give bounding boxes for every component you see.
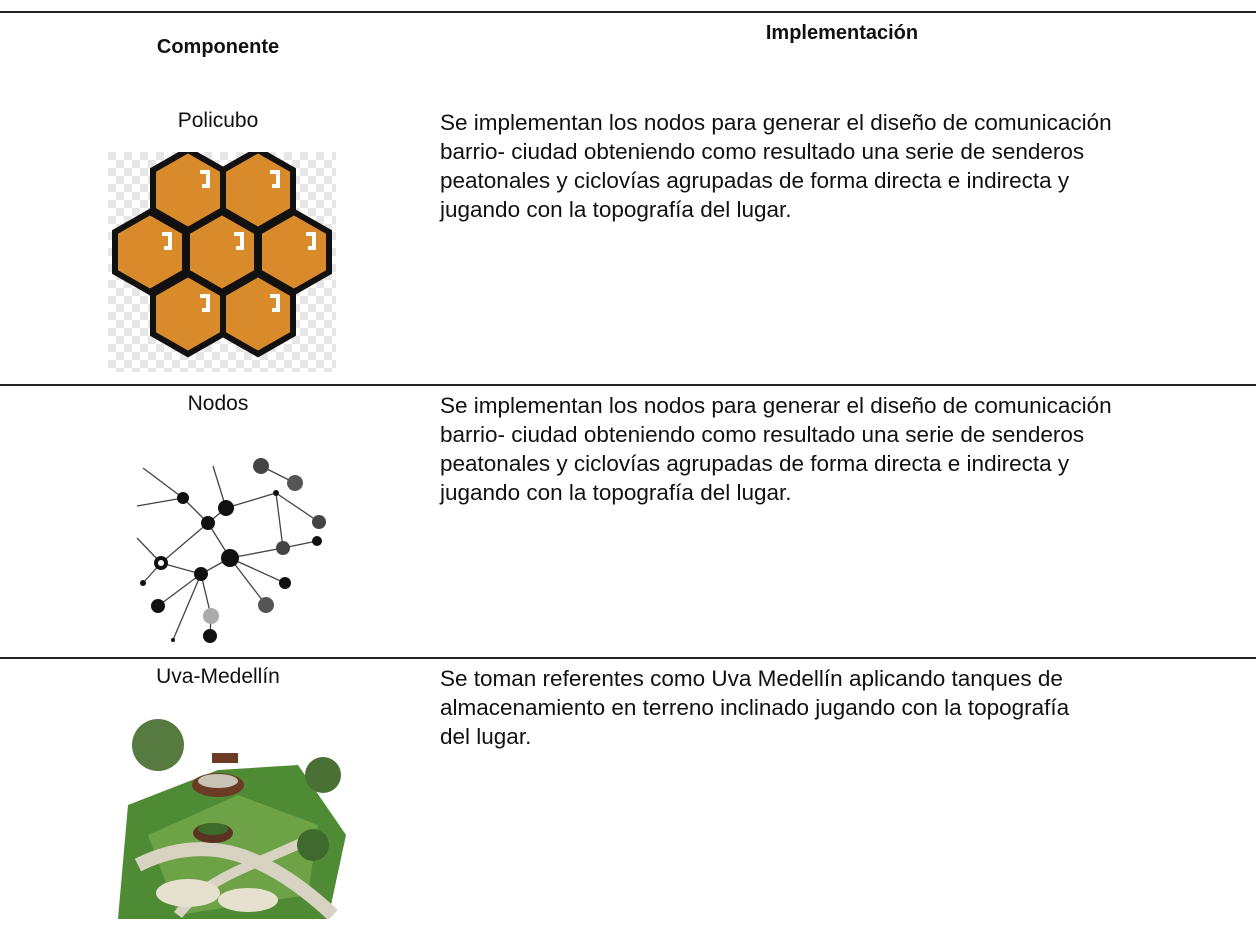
description-line: jugando con la topografía del lugar. [440,480,792,505]
honeycomb-image [108,152,336,372]
component-name: Nodos [187,392,249,415]
description-line: Se implementan los nodos para generar el… [440,110,1112,135]
component-name: Uva-Medellín [156,665,280,688]
row-rule [0,657,1256,659]
nodes-image [136,458,326,643]
description: Se implementan los nodos para generar el… [440,391,1112,507]
header-cell: Componente [156,36,280,58]
header-cell: Implementación [765,22,919,44]
park-image [118,719,346,919]
description-line: peatonales y ciclovías agrupadas de form… [440,168,1070,193]
description: Se implementan los nodos para generar el… [440,108,1112,224]
description-line: barrio- ciudad obteniendo como resultado… [440,139,1085,164]
description-line: jugando con la topografía del lugar. [440,197,792,222]
description-line: del lugar. [440,724,532,749]
component-name: Policubo [177,109,259,132]
description-line: barrio- ciudad obteniendo como resultado… [440,422,1085,447]
description-line: Se implementan los nodos para generar el… [440,393,1112,418]
top-rule [0,11,1256,13]
description-line: almacenamiento en terreno inclinado juga… [440,695,1070,720]
description-line: Se toman referentes como Uva Medellín ap… [440,666,1063,691]
description: Se toman referentes como Uva Medellín ap… [440,664,1069,751]
row-rule [0,384,1256,386]
description-line: peatonales y ciclovías agrupadas de form… [440,451,1070,476]
